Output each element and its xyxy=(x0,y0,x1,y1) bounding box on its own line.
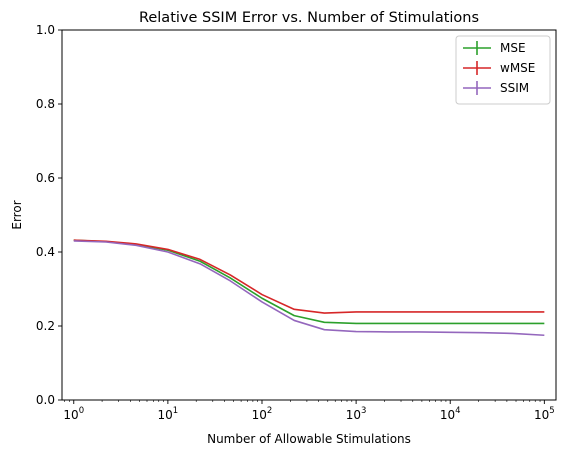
plot-series xyxy=(73,239,545,337)
y-axis-label: Error xyxy=(10,200,24,229)
y-tick-label: 0.8 xyxy=(36,97,55,111)
x-tick-label: 101 xyxy=(158,406,179,422)
plot-frame xyxy=(61,29,557,401)
x-tick-label: 104 xyxy=(440,406,461,422)
x-axis-label: Number of Allowable Stimulations xyxy=(207,432,411,446)
series-line-ssim xyxy=(73,240,545,337)
x-tick-label: 102 xyxy=(252,406,273,422)
y-tick-label: 0.0 xyxy=(36,393,55,407)
legend-entries: MSE wMSE SSIM xyxy=(463,41,535,95)
chart-title: Relative SSIM Error vs. Number of Stimul… xyxy=(139,10,479,26)
y-axis: 0.0 0.2 0.4 0.6 0.8 1.0 xyxy=(36,23,62,407)
x-axis: 100 101 102 103 104 105 xyxy=(63,400,555,422)
legend-label: wMSE xyxy=(500,61,535,75)
y-tick-label: 0.4 xyxy=(36,245,55,259)
legend-label: MSE xyxy=(500,41,526,55)
legend: MSE wMSE SSIM xyxy=(455,35,551,105)
y-tick-label: 1.0 xyxy=(36,23,55,37)
legend-label: SSIM xyxy=(500,81,529,95)
x-tick-label: 105 xyxy=(534,406,555,422)
x-tick-label: 103 xyxy=(346,406,367,422)
y-tick-label: 0.6 xyxy=(36,171,55,185)
legend-box xyxy=(455,35,551,105)
y-tick-label: 0.2 xyxy=(36,319,55,333)
series-line-wmse xyxy=(73,239,545,314)
x-tick-label: 100 xyxy=(63,406,84,422)
